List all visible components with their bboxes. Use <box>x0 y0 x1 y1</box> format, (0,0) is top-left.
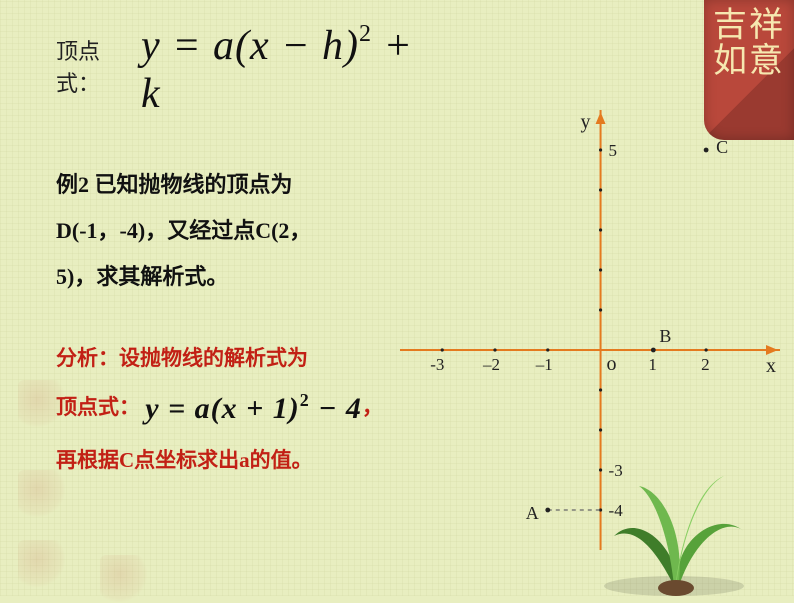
title-formula: y = a(x − h)2 + k <box>141 22 420 118</box>
title-label: 顶点式： <box>56 34 137 98</box>
x-arrow <box>766 345 778 355</box>
y-label: y <box>581 111 591 133</box>
y-dot <box>599 308 602 311</box>
analysis-suffix: ， <box>362 394 383 418</box>
point-C <box>704 148 709 153</box>
analysis-block: 分析：设抛物线的解析式为 顶点式： y = a(x + 1)2 − 4， 再根据… <box>56 337 420 481</box>
y-tick-label: 5 <box>609 141 618 160</box>
point-label-C: C <box>716 137 728 157</box>
y-tick-label: -3 <box>609 461 623 480</box>
analysis-formula: y = a(x + 1)2 − 4 <box>145 392 362 425</box>
x-tick-label: –2 <box>482 355 500 374</box>
y-dot <box>599 228 602 231</box>
analysis-line: 顶点式： y = a(x + 1)2 − 4， <box>56 379 420 439</box>
y-tick-label: -4 <box>609 501 624 520</box>
y-dot <box>599 388 602 391</box>
text-content: 顶点式： y = a(x − h)2 + k 例2 已知抛物线的顶点为 D(-1… <box>0 0 460 501</box>
analysis-line: 分析：设抛物线的解析式为 <box>56 337 420 379</box>
example-line: 例2 已知抛物线的顶点为 <box>56 162 420 208</box>
x-tick-label: –1 <box>535 355 553 374</box>
y-dot <box>599 188 602 191</box>
origin-label: o <box>607 353 617 375</box>
example-line: 5)，求其解析式。 <box>56 254 420 300</box>
y-arrow <box>596 112 606 124</box>
point-label-B: B <box>659 326 671 346</box>
y-tick-dot <box>599 148 602 151</box>
x-tick-label: 1 <box>648 355 657 374</box>
y-dot <box>599 428 602 431</box>
x-tick-dot <box>705 348 708 351</box>
point-B <box>651 348 656 353</box>
x-tick-dot <box>546 348 549 351</box>
parabola-graph: x y o -3 –2 –1 1 2 5 -3 -4 A B C <box>400 110 780 550</box>
watermark-seal <box>18 540 66 588</box>
example-line: D(-1，-4)，又经过点C(2， <box>56 208 420 254</box>
title-row: 顶点式： y = a(x − h)2 + k <box>56 22 420 118</box>
x-label: x <box>766 355 776 377</box>
x-tick-dot <box>441 348 444 351</box>
point-A <box>545 508 550 513</box>
y-tick-dot <box>599 468 602 471</box>
point-label-A: A <box>526 503 539 523</box>
example-text: 例2 已知抛物线的顶点为 D(-1，-4)，又经过点C(2， 5)，求其解析式。 <box>56 162 420 301</box>
x-tick-label: 2 <box>701 355 710 374</box>
x-tick-label: -3 <box>430 355 444 374</box>
analysis-prefix: 顶点式： <box>56 394 140 418</box>
y-dot <box>599 268 602 271</box>
x-tick-dot <box>493 348 496 351</box>
analysis-line: 再根据C点坐标求出a的值。 <box>56 439 420 481</box>
